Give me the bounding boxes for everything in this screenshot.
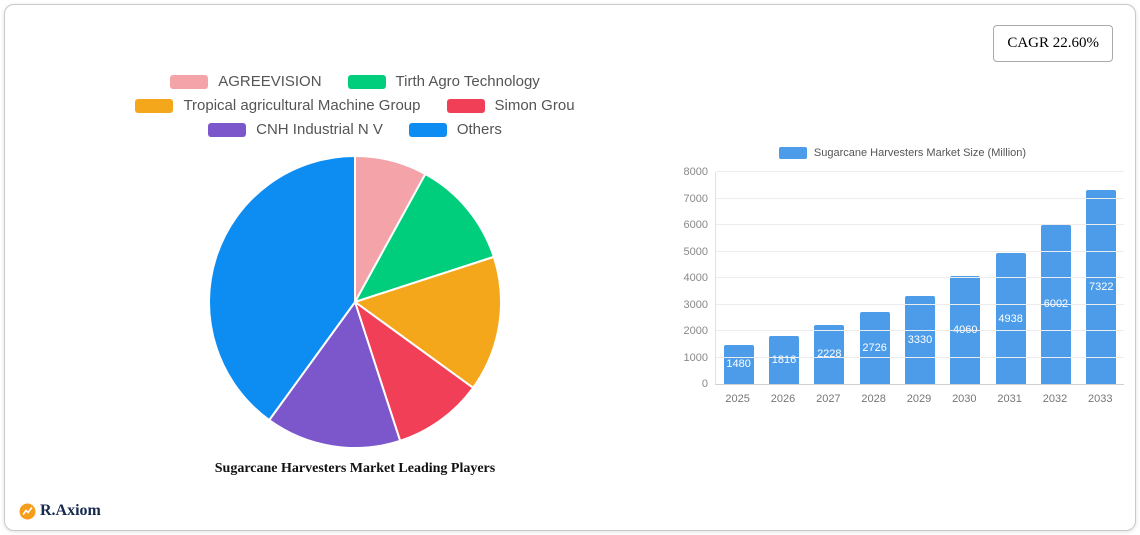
legend-item-0: AGREEVISION	[170, 73, 322, 90]
pie-slice-3	[354, 301, 475, 442]
bar-legend: Sugarcane Harvesters Market Size (Millio…	[665, 147, 1135, 159]
bar-legend-swatch-icon	[778, 147, 807, 159]
pie-slice-4	[268, 301, 402, 449]
x-tick-label: 2025	[725, 393, 750, 405]
pie-svg	[208, 155, 502, 449]
x-tick-label: 2026	[770, 393, 796, 405]
gridline	[716, 356, 1124, 358]
pie-slice-2	[354, 255, 502, 389]
y-tick-label: 1000	[683, 351, 708, 364]
gridline	[716, 303, 1124, 305]
y-tick-label: 0	[701, 378, 708, 390]
legend-label: CNH Industrial N V	[256, 121, 383, 138]
y-tick-label: 2000	[683, 325, 708, 337]
brand-name: R.Axiom	[40, 502, 101, 519]
legend-label: Tropical agricultural Machine Group	[183, 97, 421, 114]
bar-column-2033: 7322	[1079, 172, 1124, 384]
x-tick-label: 2033	[1088, 393, 1113, 405]
bar-2027: 2228	[814, 324, 845, 384]
bar-column-2027: 2228	[807, 172, 852, 384]
pie-slice-5	[208, 155, 356, 422]
pie-chart: AGREEVISION Tirth Agro Technology Tropical…	[65, 73, 645, 477]
bar-2026: 1816	[768, 335, 799, 384]
bar-2033: 7322	[1086, 189, 1117, 384]
y-tick-label: 7000	[683, 192, 708, 205]
y-tick-label: 3000	[683, 298, 708, 311]
pie-title: Sugarcane Harvesters Market Leading Play…	[214, 461, 496, 476]
bar-column-2029: 3330	[897, 172, 942, 384]
bar-plot: 1480 1816 2228 2726 3330 4060 4938 6002 7322 0 10…	[684, 166, 1124, 390]
brand-logo: R.Axiom	[19, 502, 101, 520]
legend-item-2: Tropical agricultural Machine Group	[135, 97, 421, 114]
x-tick-label: 2028	[861, 393, 886, 405]
bar-2025: 1480	[723, 344, 754, 384]
x-tick-label: 2029	[906, 393, 932, 405]
legend-swatch-icon	[408, 122, 447, 137]
legend-swatch-icon	[135, 98, 174, 113]
bar-value-label: 2228	[817, 348, 842, 361]
bar-2028: 2726	[859, 311, 890, 384]
cagr-badge: CAGR 22.60%	[993, 25, 1113, 62]
bar-column-2032: 6002	[1033, 172, 1078, 384]
legend-label: Simon Grou	[494, 97, 575, 114]
gridline	[716, 330, 1124, 331]
x-tick-label: 2031	[997, 393, 1022, 405]
x-tick-label: 2030	[952, 393, 977, 405]
legend-item-4: CNH Industrial N V	[208, 121, 383, 138]
bar-column-2025: 1480	[716, 172, 761, 384]
y-tick-label: 4000	[683, 272, 708, 284]
legend-swatch-icon	[446, 98, 485, 113]
legend-swatch-icon	[347, 74, 386, 89]
pie-plot	[65, 152, 645, 457]
legend-swatch-icon	[170, 74, 209, 89]
y-tick-label: 6000	[683, 219, 708, 231]
legend-item-5: Others	[408, 121, 502, 138]
y-tick-label: 5000	[683, 245, 708, 258]
bar-x-axis: 2025 2026 2027 2028 2029 2030 2031 2032 2033	[715, 393, 1123, 405]
gridline	[716, 250, 1124, 252]
bar-value-label: 3330	[907, 333, 933, 346]
gridline	[716, 171, 1124, 172]
bar-value-label: 2726	[862, 341, 887, 354]
pie-slice-1	[354, 173, 495, 303]
legend-swatch-icon	[208, 122, 247, 137]
pie-legend: AGREEVISION Tirth Agro Technology Tropical…	[95, 73, 615, 138]
bar-column-2031: 4938	[988, 172, 1033, 384]
bar-2031: 4938	[995, 253, 1026, 384]
legend-label: Others	[456, 121, 502, 138]
bar-chart: Sugarcane Harvesters Market Size (Millio…	[665, 147, 1135, 405]
bar-value-label: 1480	[726, 358, 751, 371]
bar-value-label: 7322	[1089, 280, 1114, 293]
y-tick-label: 8000	[683, 166, 708, 178]
bar-value-label: 4938	[998, 312, 1023, 325]
bar-column-2026: 1816	[761, 172, 806, 384]
bar-column-2028: 2726	[852, 172, 897, 384]
gridline	[716, 224, 1124, 225]
report-card: CAGR 22.60% AGREEVISION Tirth Agro Techno…	[4, 4, 1136, 531]
gridline	[716, 197, 1124, 199]
bar-legend-label: Sugarcane Harvesters Market Size (Millio…	[813, 147, 1027, 159]
bar-column-2030: 4060	[943, 172, 988, 384]
bar-2029: 3330	[904, 295, 935, 384]
gridline	[716, 277, 1124, 278]
raxiom-logo-icon	[19, 503, 36, 519]
legend-item-3: Simon Grou	[446, 97, 575, 114]
x-tick-label: 2032	[1042, 393, 1068, 405]
legend-label: AGREEVISION	[218, 73, 322, 90]
x-tick-label: 2027	[816, 393, 841, 405]
legend-label: Tirth Agro Technology	[395, 73, 540, 90]
legend-item-1: Tirth Agro Technology	[347, 73, 540, 90]
